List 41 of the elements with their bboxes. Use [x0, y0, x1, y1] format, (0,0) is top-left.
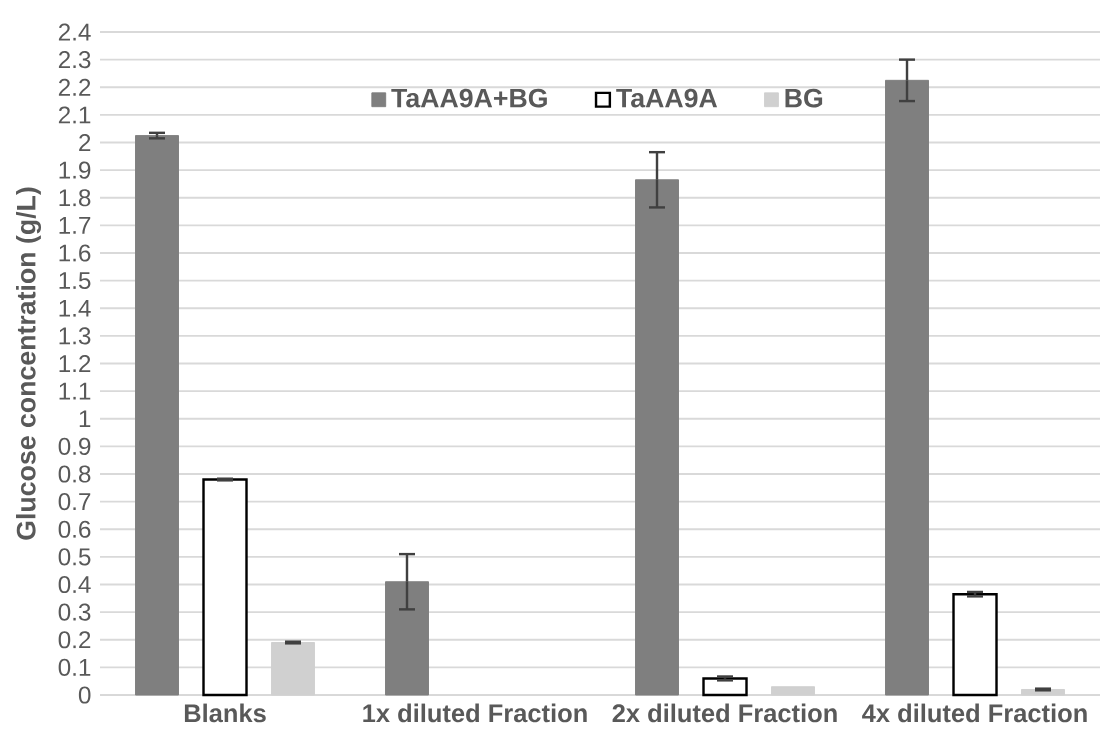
y-axis-title: Glucose concentration (g/L)	[16, 187, 42, 540]
y-tick-label: 1	[79, 410, 91, 428]
y-tick-label: 0.8	[58, 465, 91, 483]
y-tick-label: 2.4	[58, 23, 91, 41]
y-tick-label: 0.2	[58, 631, 91, 649]
y-tick-label: 1.9	[59, 161, 91, 179]
y-tick-label: 1.5	[59, 272, 91, 290]
bar	[202, 478, 248, 697]
y-tick-label: 0.3	[58, 603, 91, 621]
y-tick-label: 2.3	[58, 51, 91, 69]
bar	[952, 592, 998, 697]
y-tick-label: 1.2	[59, 355, 91, 372]
y-tick-label: 0.6	[58, 520, 91, 538]
y-tick-label: 0.4	[58, 575, 91, 594]
x-tick-label: 4x diluted Fraction	[862, 703, 1087, 723]
y-tick-label: 1.1	[59, 382, 91, 400]
y-tick-label: 0	[78, 686, 91, 704]
y-tick-label: 2.1	[58, 106, 91, 124]
y-tick-label: 0.5	[58, 548, 91, 566]
bar	[771, 686, 815, 696]
x-tick-label: 1x diluted Fraction	[363, 703, 587, 723]
legend-label: TaAA9A+BG	[391, 88, 547, 108]
y-tick-label: 0.9	[58, 437, 91, 455]
y-tick-label: 0.1	[58, 658, 91, 676]
y-tick-label: 2	[79, 134, 91, 151]
y-tick-label: 0.7	[58, 493, 91, 511]
y-tick-label: 2.2	[58, 78, 91, 96]
x-tick-label: Blanks	[184, 703, 266, 723]
legend-label: TaAA9A	[616, 88, 718, 108]
y-tick-label: 1.4	[59, 299, 91, 317]
bar	[385, 581, 429, 696]
y-tick-label: 1.7	[59, 217, 91, 234]
y-tick-label: 1.3	[59, 327, 91, 345]
y-tick-label: 1.6	[59, 244, 91, 262]
bar	[702, 677, 748, 697]
x-tick-label: 2x diluted Fraction	[612, 703, 837, 723]
bar	[635, 179, 679, 696]
bar	[885, 79, 929, 696]
y-tick-label: 1.8	[59, 189, 91, 207]
bar	[135, 135, 179, 696]
legend-label: BG	[785, 88, 823, 108]
